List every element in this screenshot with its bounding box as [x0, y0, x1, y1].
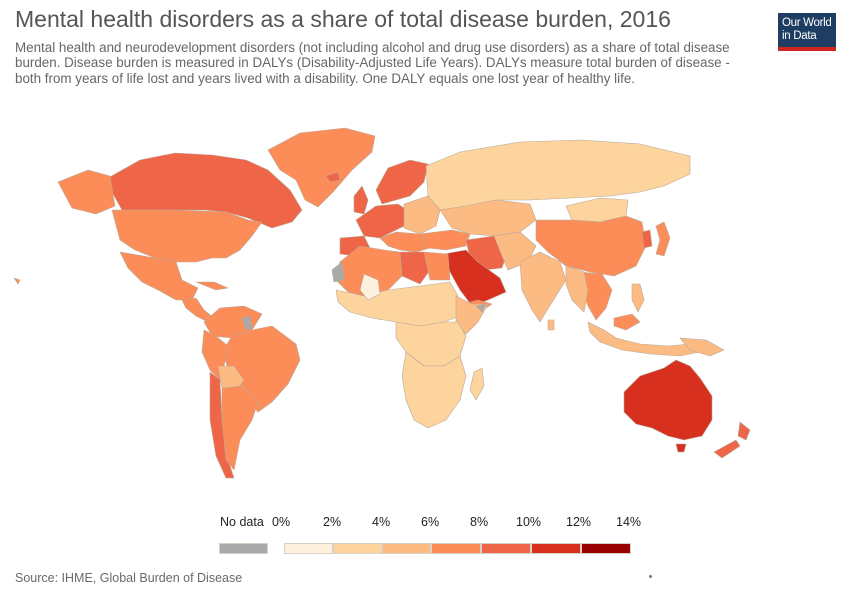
footer-dot: [649, 575, 652, 578]
region-turkey-iraq[interactable]: [419, 229, 471, 251]
region-chile[interactable]: [209, 371, 235, 479]
region-malaysia[interactable]: [613, 313, 641, 331]
region-north-africa-west[interactable]: [335, 245, 403, 297]
region-mali[interactable]: [359, 273, 381, 301]
region-thailand-burma[interactable]: [565, 265, 589, 313]
source-note: Source: IHME, Global Burden of Disease: [15, 571, 243, 585]
owid-logo[interactable]: Our World in Data: [778, 13, 836, 51]
region-australia[interactable]: [623, 359, 713, 441]
region-somaliland-no-data[interactable]: [475, 303, 487, 313]
region-korea[interactable]: [641, 229, 653, 249]
region-new-zealand-north[interactable]: [737, 421, 751, 441]
region-southern-africa[interactable]: [401, 351, 467, 429]
chart-subtitle: Mental health and neurodevelopment disor…: [15, 40, 730, 86]
region-usa[interactable]: [111, 209, 263, 263]
region-sahel[interactable]: [335, 281, 461, 327]
region-western-sahara-no-data[interactable]: [331, 261, 345, 283]
region-india[interactable]: [519, 251, 567, 323]
region-tasmania[interactable]: [675, 443, 687, 453]
region-guiana-no-data[interactable]: [241, 315, 253, 331]
region-libya[interactable]: [399, 251, 431, 285]
region-alaska[interactable]: [57, 169, 116, 215]
region-uk[interactable]: [353, 185, 369, 215]
region-sri-lanka[interactable]: [547, 319, 555, 331]
region-argentina[interactable]: [221, 385, 259, 471]
region-japan[interactable]: [655, 221, 671, 257]
logo-line-1: Our World: [782, 17, 832, 29]
region-madagascar[interactable]: [469, 367, 485, 401]
region-philippines[interactable]: [631, 283, 645, 313]
region-italy-balkans[interactable]: [379, 231, 431, 253]
region-scandinavia[interactable]: [375, 159, 429, 205]
region-new-zealand-south[interactable]: [713, 439, 741, 459]
region-iceland[interactable]: [325, 171, 341, 183]
region-cuba[interactable]: [195, 281, 229, 291]
region-egypt[interactable]: [423, 251, 451, 281]
region-china[interactable]: [535, 215, 647, 277]
region-arabia[interactable]: [443, 249, 507, 307]
region-greenland[interactable]: [267, 127, 376, 208]
chart-title: Mental health disorders as a share of to…: [15, 6, 671, 32]
logo-line-2: in Data: [782, 29, 817, 42]
region-papua[interactable]: [679, 337, 725, 357]
region-russia[interactable]: [425, 139, 691, 211]
region-hawaii[interactable]: [13, 277, 21, 285]
region-kazakhstan-central-asia[interactable]: [439, 199, 537, 237]
